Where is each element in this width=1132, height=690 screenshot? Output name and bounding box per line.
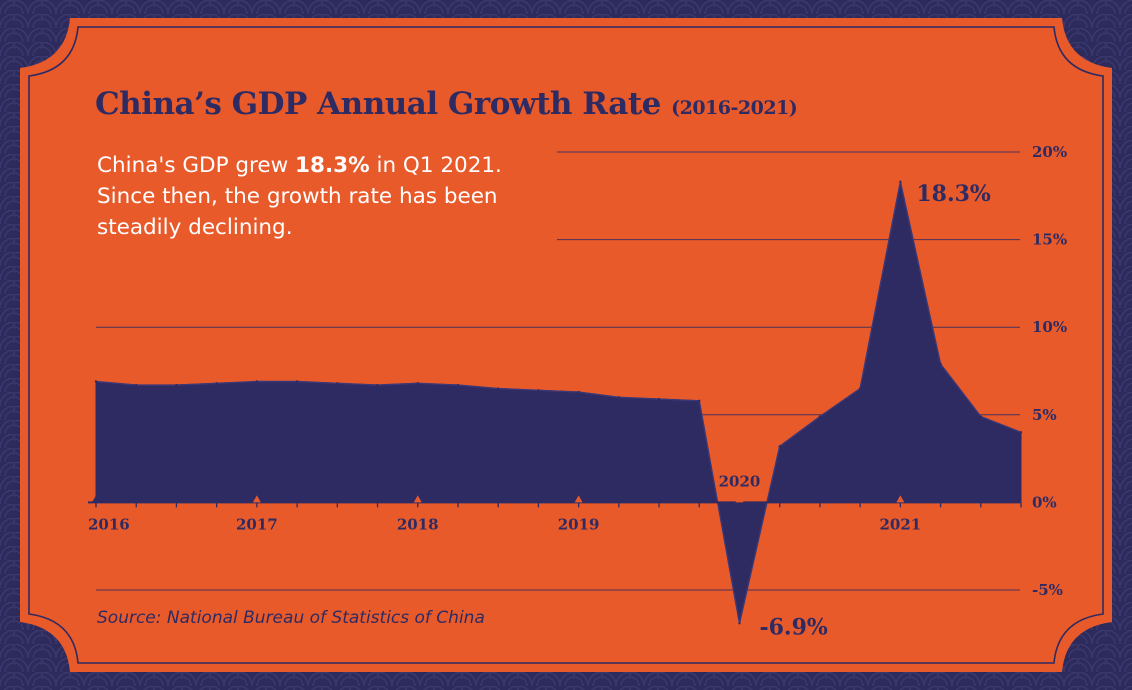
data-point-2019-q3 [657, 397, 661, 401]
data-point-2016-q2 [135, 383, 138, 387]
data-point-2020-q4 [858, 387, 862, 390]
headline-post: in Q1 2021. Since then, the growth rate … [97, 153, 502, 240]
y-tick-label: 10% [1032, 318, 1067, 336]
data-point-2018-q1 [416, 382, 419, 385]
data-point-2021-q2 [939, 362, 942, 366]
year-marker [896, 495, 905, 503]
card-inner-border [28, 26, 1104, 664]
data-point-2017-q3 [336, 382, 339, 385]
data-point-2016-q3 [175, 383, 178, 387]
headline-value: 18.3% [295, 153, 370, 178]
y-tick-label: 5% [1032, 406, 1057, 424]
data-point-2016-q4 [215, 382, 218, 385]
x-tick-label: 2017 [236, 515, 278, 533]
data-point-2020-q1 [738, 622, 741, 625]
data-point-2017-q4 [376, 383, 379, 387]
trough-annotation: -6.9% [759, 614, 827, 640]
x-tick-label: 2019 [558, 515, 600, 533]
y-tick-label: 20% [1032, 143, 1067, 161]
page-title: China’s GDP Annual Growth Rate (2016-202… [95, 86, 798, 122]
peak-annotation: 18.3% [916, 181, 991, 207]
data-point-2021-q4 [1019, 431, 1023, 434]
data-point-2020-q3 [818, 415, 822, 418]
x-tick-label: 2016 [88, 515, 130, 533]
year-marker [413, 495, 422, 503]
data-point-2016-q1 [94, 380, 98, 383]
year-marker [252, 495, 261, 503]
card-shape [20, 18, 1112, 672]
title-year-range: (2016-2021) [671, 97, 798, 119]
growth-area [95, 181, 1022, 624]
year-marker [574, 495, 583, 503]
data-point-2018-q3 [496, 387, 500, 390]
data-point-2021-q1 [899, 180, 902, 183]
x-tick-label: 2018 [397, 515, 439, 533]
data-point-2017-q2 [295, 380, 299, 383]
title-main: China’s GDP Annual Growth Rate [95, 86, 661, 122]
y-tick-label: 15% [1032, 231, 1067, 249]
year-marker [735, 495, 744, 503]
data-point-2018-q2 [456, 383, 460, 387]
data-point-2017-q1 [255, 380, 259, 383]
headline-text: China's GDP grew 18.3% in Q1 2021. Since… [97, 150, 567, 243]
x-tick-label: 2020 [719, 472, 761, 490]
y-tick-label: 0% [1032, 493, 1057, 511]
data-point-2020-q2 [778, 445, 781, 448]
year-marker [92, 495, 100, 503]
data-point-2019-q1 [577, 390, 580, 394]
x-tick-label: 2021 [879, 515, 921, 533]
headline-pre: China's GDP grew [97, 153, 296, 178]
source-note: Source: National Bureau of Statistics of… [97, 608, 485, 628]
data-point-2019-q4 [698, 399, 701, 402]
data-point-2021-q3 [979, 415, 982, 418]
data-point-2018-q4 [537, 389, 540, 392]
data-point-2019-q2 [617, 396, 621, 399]
y-tick-label: -5% [1032, 581, 1063, 599]
growth-line [95, 181, 1022, 624]
